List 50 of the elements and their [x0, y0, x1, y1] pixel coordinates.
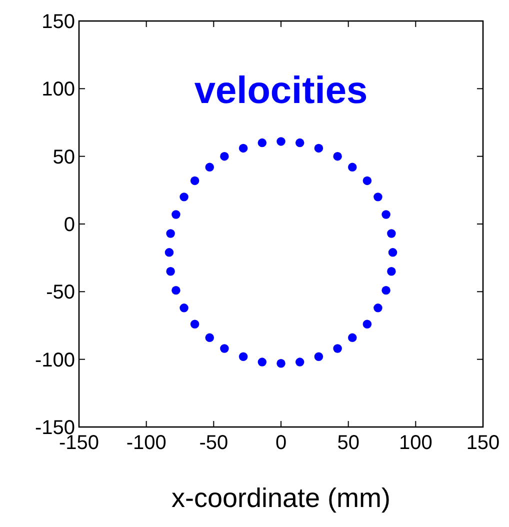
point — [238, 144, 248, 153]
point — [190, 176, 200, 186]
point — [220, 344, 229, 353]
y-tick-label: -50 — [46, 282, 75, 304]
point — [382, 210, 390, 219]
x-tick-label: 100 — [398, 432, 432, 454]
point — [238, 352, 248, 361]
point — [374, 304, 382, 312]
point — [164, 248, 174, 257]
x-tick-label: -50 — [199, 432, 228, 454]
point — [388, 248, 398, 257]
point — [374, 192, 382, 202]
text: velocities — [194, 70, 368, 112]
x-axis-title: x-coordinate (mm) — [171, 483, 391, 513]
point — [205, 162, 214, 172]
x-tick-label: -100 — [126, 432, 166, 454]
point — [362, 320, 372, 329]
point — [333, 344, 342, 353]
point — [382, 286, 390, 295]
x-tick-label: 50 — [337, 432, 360, 454]
y-tick-label: 150 — [42, 11, 75, 33]
point — [276, 137, 286, 146]
point — [166, 267, 175, 276]
y-tick-label: 50 — [52, 146, 75, 168]
point — [258, 138, 267, 148]
point — [387, 229, 396, 238]
point — [348, 333, 357, 342]
point — [314, 352, 324, 361]
point — [190, 320, 200, 329]
point — [295, 358, 304, 366]
point — [180, 192, 188, 202]
point — [295, 138, 304, 148]
point — [180, 304, 188, 312]
point — [166, 229, 175, 238]
point — [258, 358, 267, 366]
point — [172, 286, 180, 295]
point — [172, 210, 180, 219]
point — [220, 152, 229, 161]
point — [333, 152, 342, 161]
point — [276, 359, 286, 368]
point — [387, 267, 396, 276]
y-tick-label: 100 — [42, 78, 75, 101]
y-tick-label: -100 — [34, 349, 75, 372]
x-tick-label: 150 — [466, 432, 500, 454]
x-tick-label: 0 — [275, 432, 287, 454]
point — [348, 162, 357, 172]
y-tick-label: 0 — [64, 214, 75, 236]
point — [362, 176, 372, 186]
point — [205, 333, 214, 342]
point — [314, 144, 324, 153]
